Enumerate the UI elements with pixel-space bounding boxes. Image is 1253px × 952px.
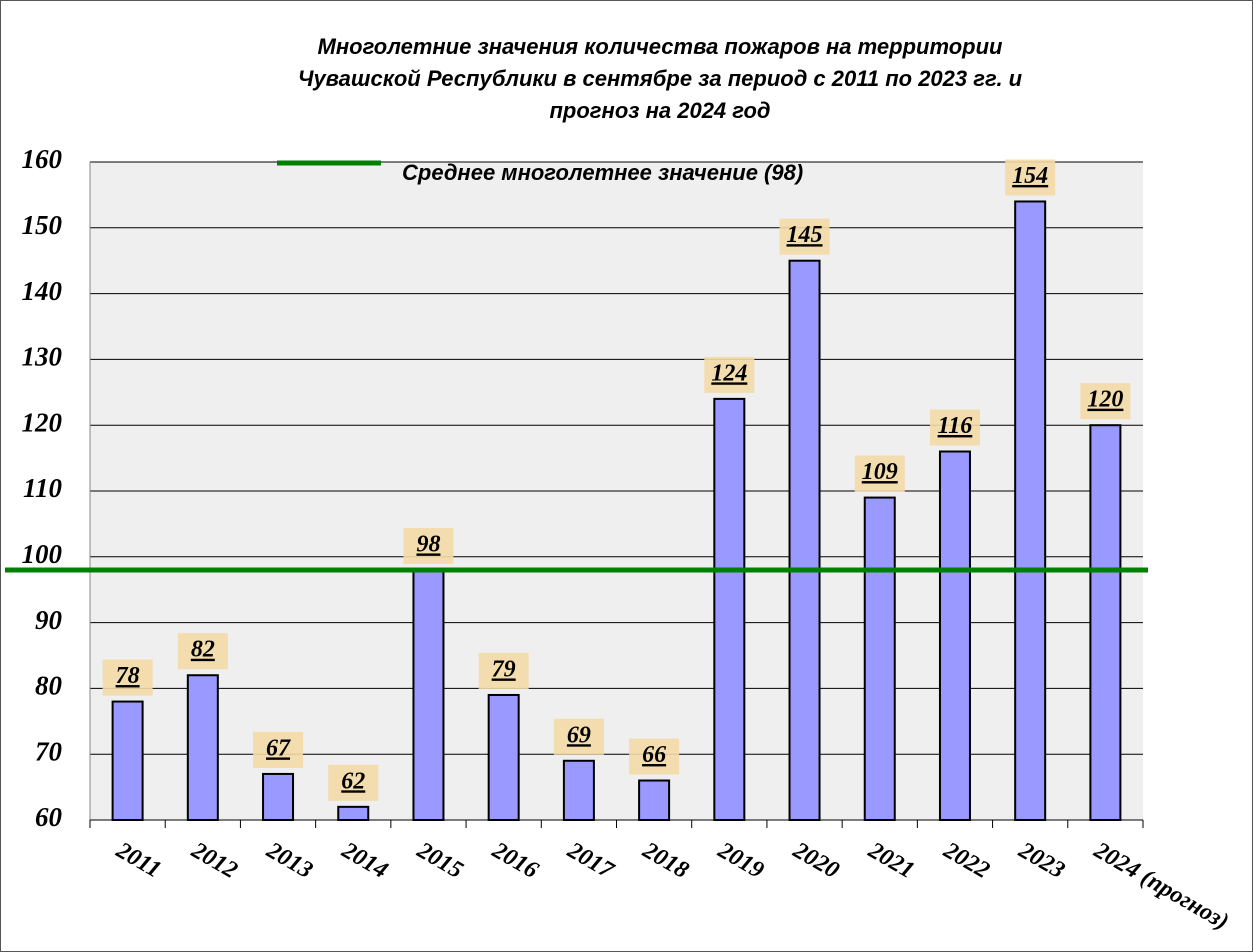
bar (337, 805, 370, 822)
bar (863, 496, 896, 821)
y-tick-label: 160 (22, 144, 63, 174)
bar (412, 568, 445, 822)
y-tick-label: 120 (22, 407, 63, 437)
bar (487, 693, 520, 821)
data-label-bg (704, 356, 755, 393)
chart-title: прогноз на 2024 год (549, 98, 770, 123)
data-label: 109 (862, 459, 898, 485)
data-label-bg (779, 218, 830, 255)
y-tick-label: 60 (35, 802, 63, 832)
data-label-bg (1080, 383, 1131, 420)
y-tick-label: 90 (35, 605, 63, 635)
bar (788, 259, 821, 821)
y-tick-label: 100 (22, 539, 63, 569)
bar (713, 397, 746, 821)
chart-title: Чувашской Республики в сентябре за перио… (298, 66, 1023, 91)
data-label-bg (177, 633, 228, 670)
y-tick-label: 80 (35, 671, 63, 701)
bar (938, 450, 971, 821)
data-label-bg (478, 652, 529, 689)
data-label: 120 (1087, 387, 1123, 413)
bar (262, 772, 295, 822)
bar (1089, 424, 1122, 821)
y-tick-label: 130 (22, 342, 63, 372)
data-label-bg (1005, 159, 1056, 196)
bar (111, 700, 144, 821)
data-label: 154 (1012, 163, 1048, 189)
y-tick-label: 110 (23, 473, 63, 503)
y-tick-label: 140 (22, 276, 63, 306)
data-label-bg (102, 659, 153, 696)
y-tick-label: 70 (35, 736, 63, 766)
data-label-bg (629, 738, 680, 775)
legend-label: Среднее многолетнее значение (98) (402, 160, 803, 185)
data-label: 145 (787, 222, 823, 248)
data-label: 82 (191, 637, 215, 663)
data-label: 79 (492, 656, 516, 682)
data-label-bg (403, 527, 454, 564)
data-label: 98 (416, 531, 440, 557)
data-label: 69 (567, 722, 591, 748)
data-label-bg (553, 718, 604, 755)
bar (186, 674, 219, 821)
data-label: 62 (341, 768, 365, 794)
data-label: 67 (266, 735, 291, 761)
y-tick-label: 150 (22, 210, 63, 240)
bar (1014, 200, 1047, 822)
data-label: 116 (938, 413, 973, 439)
data-label: 124 (711, 360, 747, 386)
data-label-bg (929, 409, 980, 446)
data-label: 66 (642, 742, 666, 768)
data-label: 78 (116, 663, 140, 689)
data-label-bg (253, 731, 304, 768)
data-label-bg (328, 764, 379, 801)
bar (562, 759, 595, 822)
data-label-bg (854, 455, 905, 492)
bar (638, 779, 671, 822)
chart-title: Многолетние значения количества пожаров … (318, 34, 1004, 59)
